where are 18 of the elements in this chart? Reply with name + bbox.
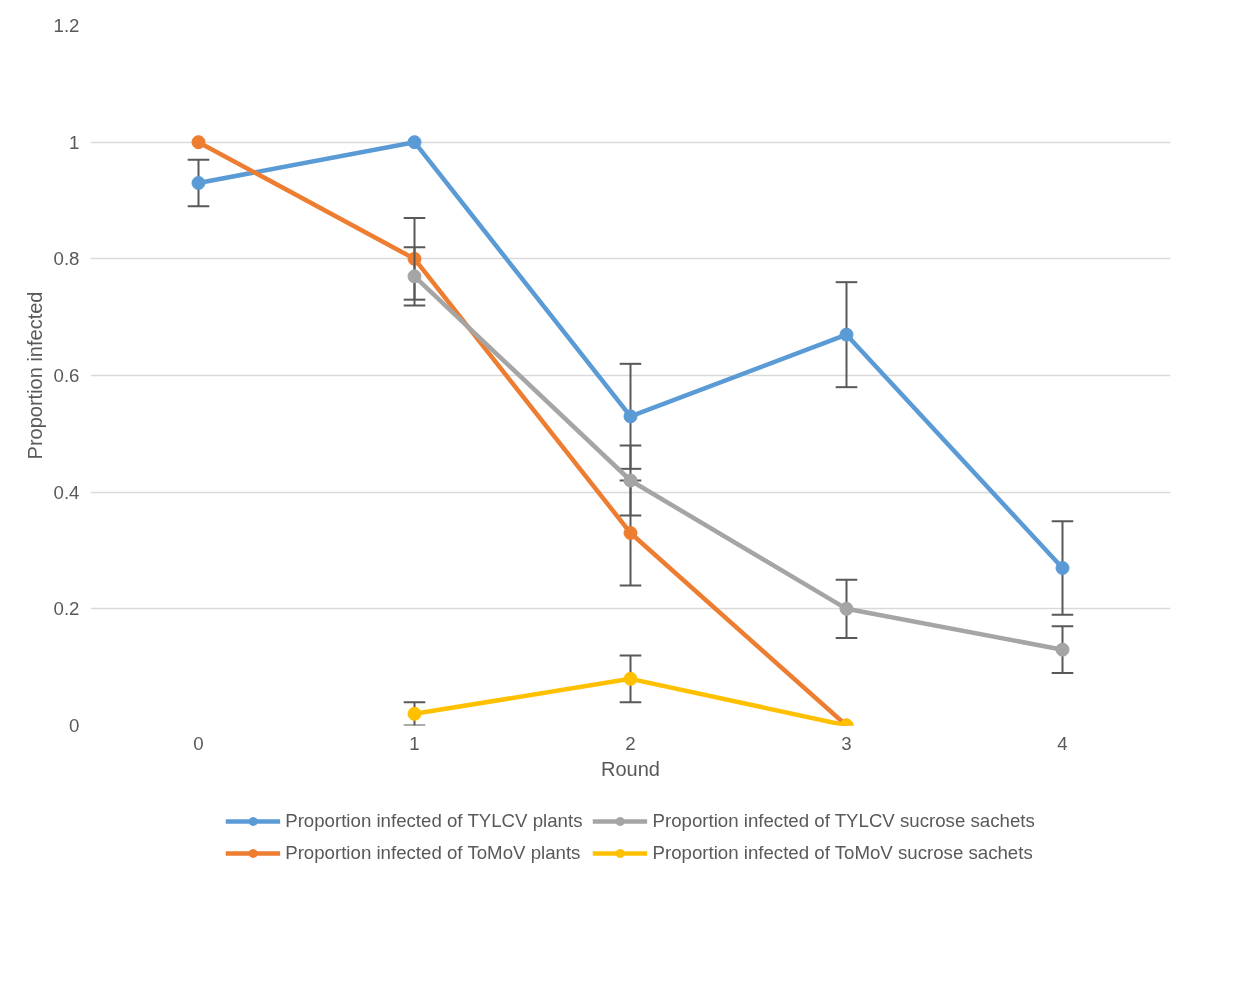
y-tick-label: 1: [69, 131, 80, 153]
y-tick-label: 0.2: [53, 598, 80, 620]
y-tick-label: 0: [69, 715, 80, 736]
legend-label: Proportion infected of ToMoV sucrose sachets: [652, 842, 1033, 864]
x-tick-label: 4: [1057, 732, 1068, 754]
legend-label: Proportion infected of ToMoV plants: [285, 842, 581, 864]
legend-label: Proportion infected of TYLCV sucrose sachets: [652, 810, 1035, 832]
legend-label: Proportion infected of TYLCV plants: [285, 810, 583, 832]
y-axis-title: Proportion infected: [23, 291, 46, 460]
x-tick-label: 0: [193, 732, 204, 754]
y-tick-label: 0.4: [53, 481, 80, 503]
y-tick-label: 0.6: [53, 365, 80, 386]
y-tick-label: 0.8: [53, 248, 80, 270]
x-tick-label: 3: [841, 732, 852, 754]
y-tick-label: 1.2: [53, 15, 80, 36]
x-tick-label: 2: [625, 732, 636, 754]
x-axis-title: Round: [601, 757, 660, 780]
x-tick-label: 1: [409, 732, 420, 754]
